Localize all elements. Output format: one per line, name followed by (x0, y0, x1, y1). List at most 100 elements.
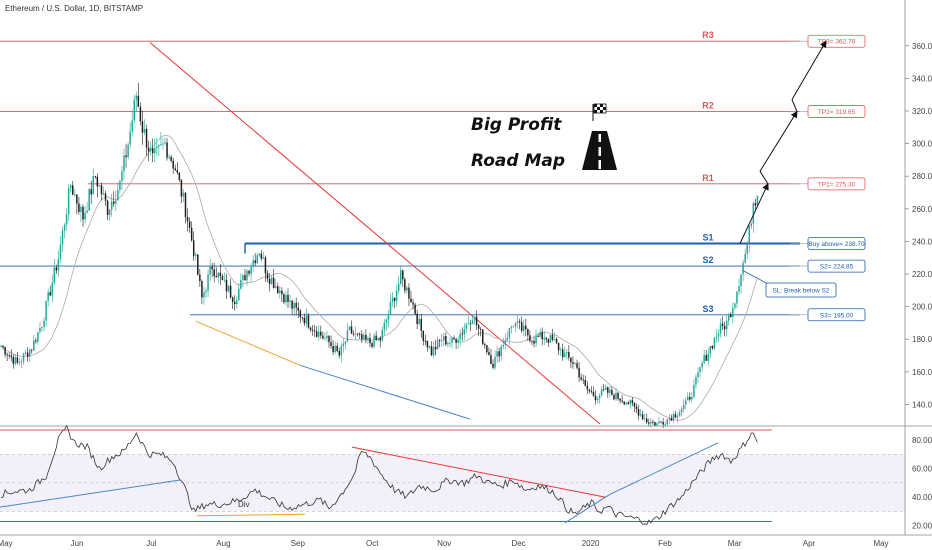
candle-body (631, 400, 634, 404)
candle-body (205, 290, 207, 293)
road-icon (582, 131, 617, 170)
date-tick-label: May (0, 539, 13, 548)
candle-body (660, 421, 662, 423)
candle-body (590, 391, 593, 392)
candle-body (320, 331, 322, 336)
candle-body (424, 340, 427, 342)
level-label-s2: S2 (702, 255, 713, 265)
candle-body (192, 240, 195, 256)
finish-flag-icon (592, 103, 607, 121)
candle-body (385, 319, 388, 323)
candle-body (627, 402, 630, 405)
candle-body (617, 392, 619, 399)
candle-body (748, 226, 750, 244)
candle-body (190, 227, 193, 241)
candle-body (291, 300, 293, 309)
road-map-arrow (739, 182, 769, 244)
candle-body (654, 422, 656, 426)
candle-body (676, 416, 679, 418)
candle-body (67, 188, 70, 215)
candle-body (248, 270, 250, 274)
candle-body (80, 206, 82, 212)
date-tick-label: Nov (437, 539, 451, 548)
candle-body (215, 276, 217, 278)
candle-body (74, 194, 76, 196)
road-map-arrow (759, 110, 798, 172)
candle-body (641, 414, 644, 420)
rsi-tick-label: 40.00 (912, 493, 932, 502)
candle-body (725, 320, 728, 330)
candle-body (309, 327, 312, 330)
date-tick-label: Sep (291, 539, 306, 548)
candle-body (508, 327, 511, 338)
candle-body (186, 217, 189, 222)
candle-body (459, 333, 461, 340)
candle-body (41, 326, 43, 328)
candle-body (404, 279, 406, 291)
candle-body (367, 337, 369, 340)
candle-body (53, 267, 56, 283)
candle-body (633, 403, 636, 407)
price-tick-label: 140.00 (912, 400, 932, 409)
candle-body (303, 317, 306, 324)
candle-body (123, 155, 125, 172)
candle-body (330, 342, 332, 346)
candle-body (106, 200, 109, 215)
candle-body (16, 357, 19, 363)
candle-body (434, 346, 437, 350)
candle-body (28, 349, 31, 357)
candle-body (574, 363, 576, 364)
candle-body (55, 267, 58, 271)
candle-body (236, 300, 238, 305)
candle-body (584, 379, 586, 386)
candle-body (26, 352, 29, 357)
date-tick-label: 2020 (582, 539, 600, 548)
candle-body (383, 322, 386, 330)
candle-body (352, 333, 355, 335)
candle-body (611, 389, 613, 395)
candle-body (268, 278, 271, 284)
date-tick-label: Jun (71, 539, 84, 548)
candle-body (605, 387, 607, 390)
candle-body (707, 353, 709, 361)
level-label-r1: R1 (702, 173, 714, 183)
candle-body (678, 412, 681, 417)
candle-body (219, 272, 222, 277)
candle-body (246, 270, 248, 281)
candle-body (47, 292, 49, 301)
candle-body (482, 329, 484, 344)
price-tick-label: 360.00 (912, 42, 932, 51)
candle-body (174, 168, 176, 171)
candle-body (432, 346, 435, 356)
candle-body (164, 142, 166, 144)
candle-body (289, 300, 291, 302)
candle-body (78, 203, 80, 212)
level-box-text: S2= 224.85 (820, 264, 854, 271)
candle-body (699, 367, 701, 373)
candle-body (131, 120, 133, 132)
candle-body (49, 292, 51, 296)
candle-body (672, 414, 675, 421)
downtrend-line (149, 42, 601, 425)
rsi-panel: Div (0, 424, 905, 525)
candle-body (469, 323, 472, 325)
price-tick-label: 320.00 (912, 107, 932, 116)
candle-body (428, 346, 431, 348)
candle-body (664, 424, 666, 426)
candle-body (258, 253, 261, 256)
candle-body (254, 260, 256, 264)
candle-body (502, 345, 504, 347)
candle-body (18, 362, 21, 364)
candle-body (715, 336, 718, 338)
candle-body (479, 328, 482, 330)
candle-body (463, 329, 466, 335)
candle-body (135, 95, 138, 100)
candle-body (270, 277, 273, 284)
candle-body (451, 337, 453, 343)
price-tick-label: 200.00 (912, 303, 932, 312)
candle-body (227, 285, 230, 292)
candle-body (96, 176, 99, 187)
candle-body (365, 334, 367, 340)
lower-blue-line (299, 364, 471, 420)
